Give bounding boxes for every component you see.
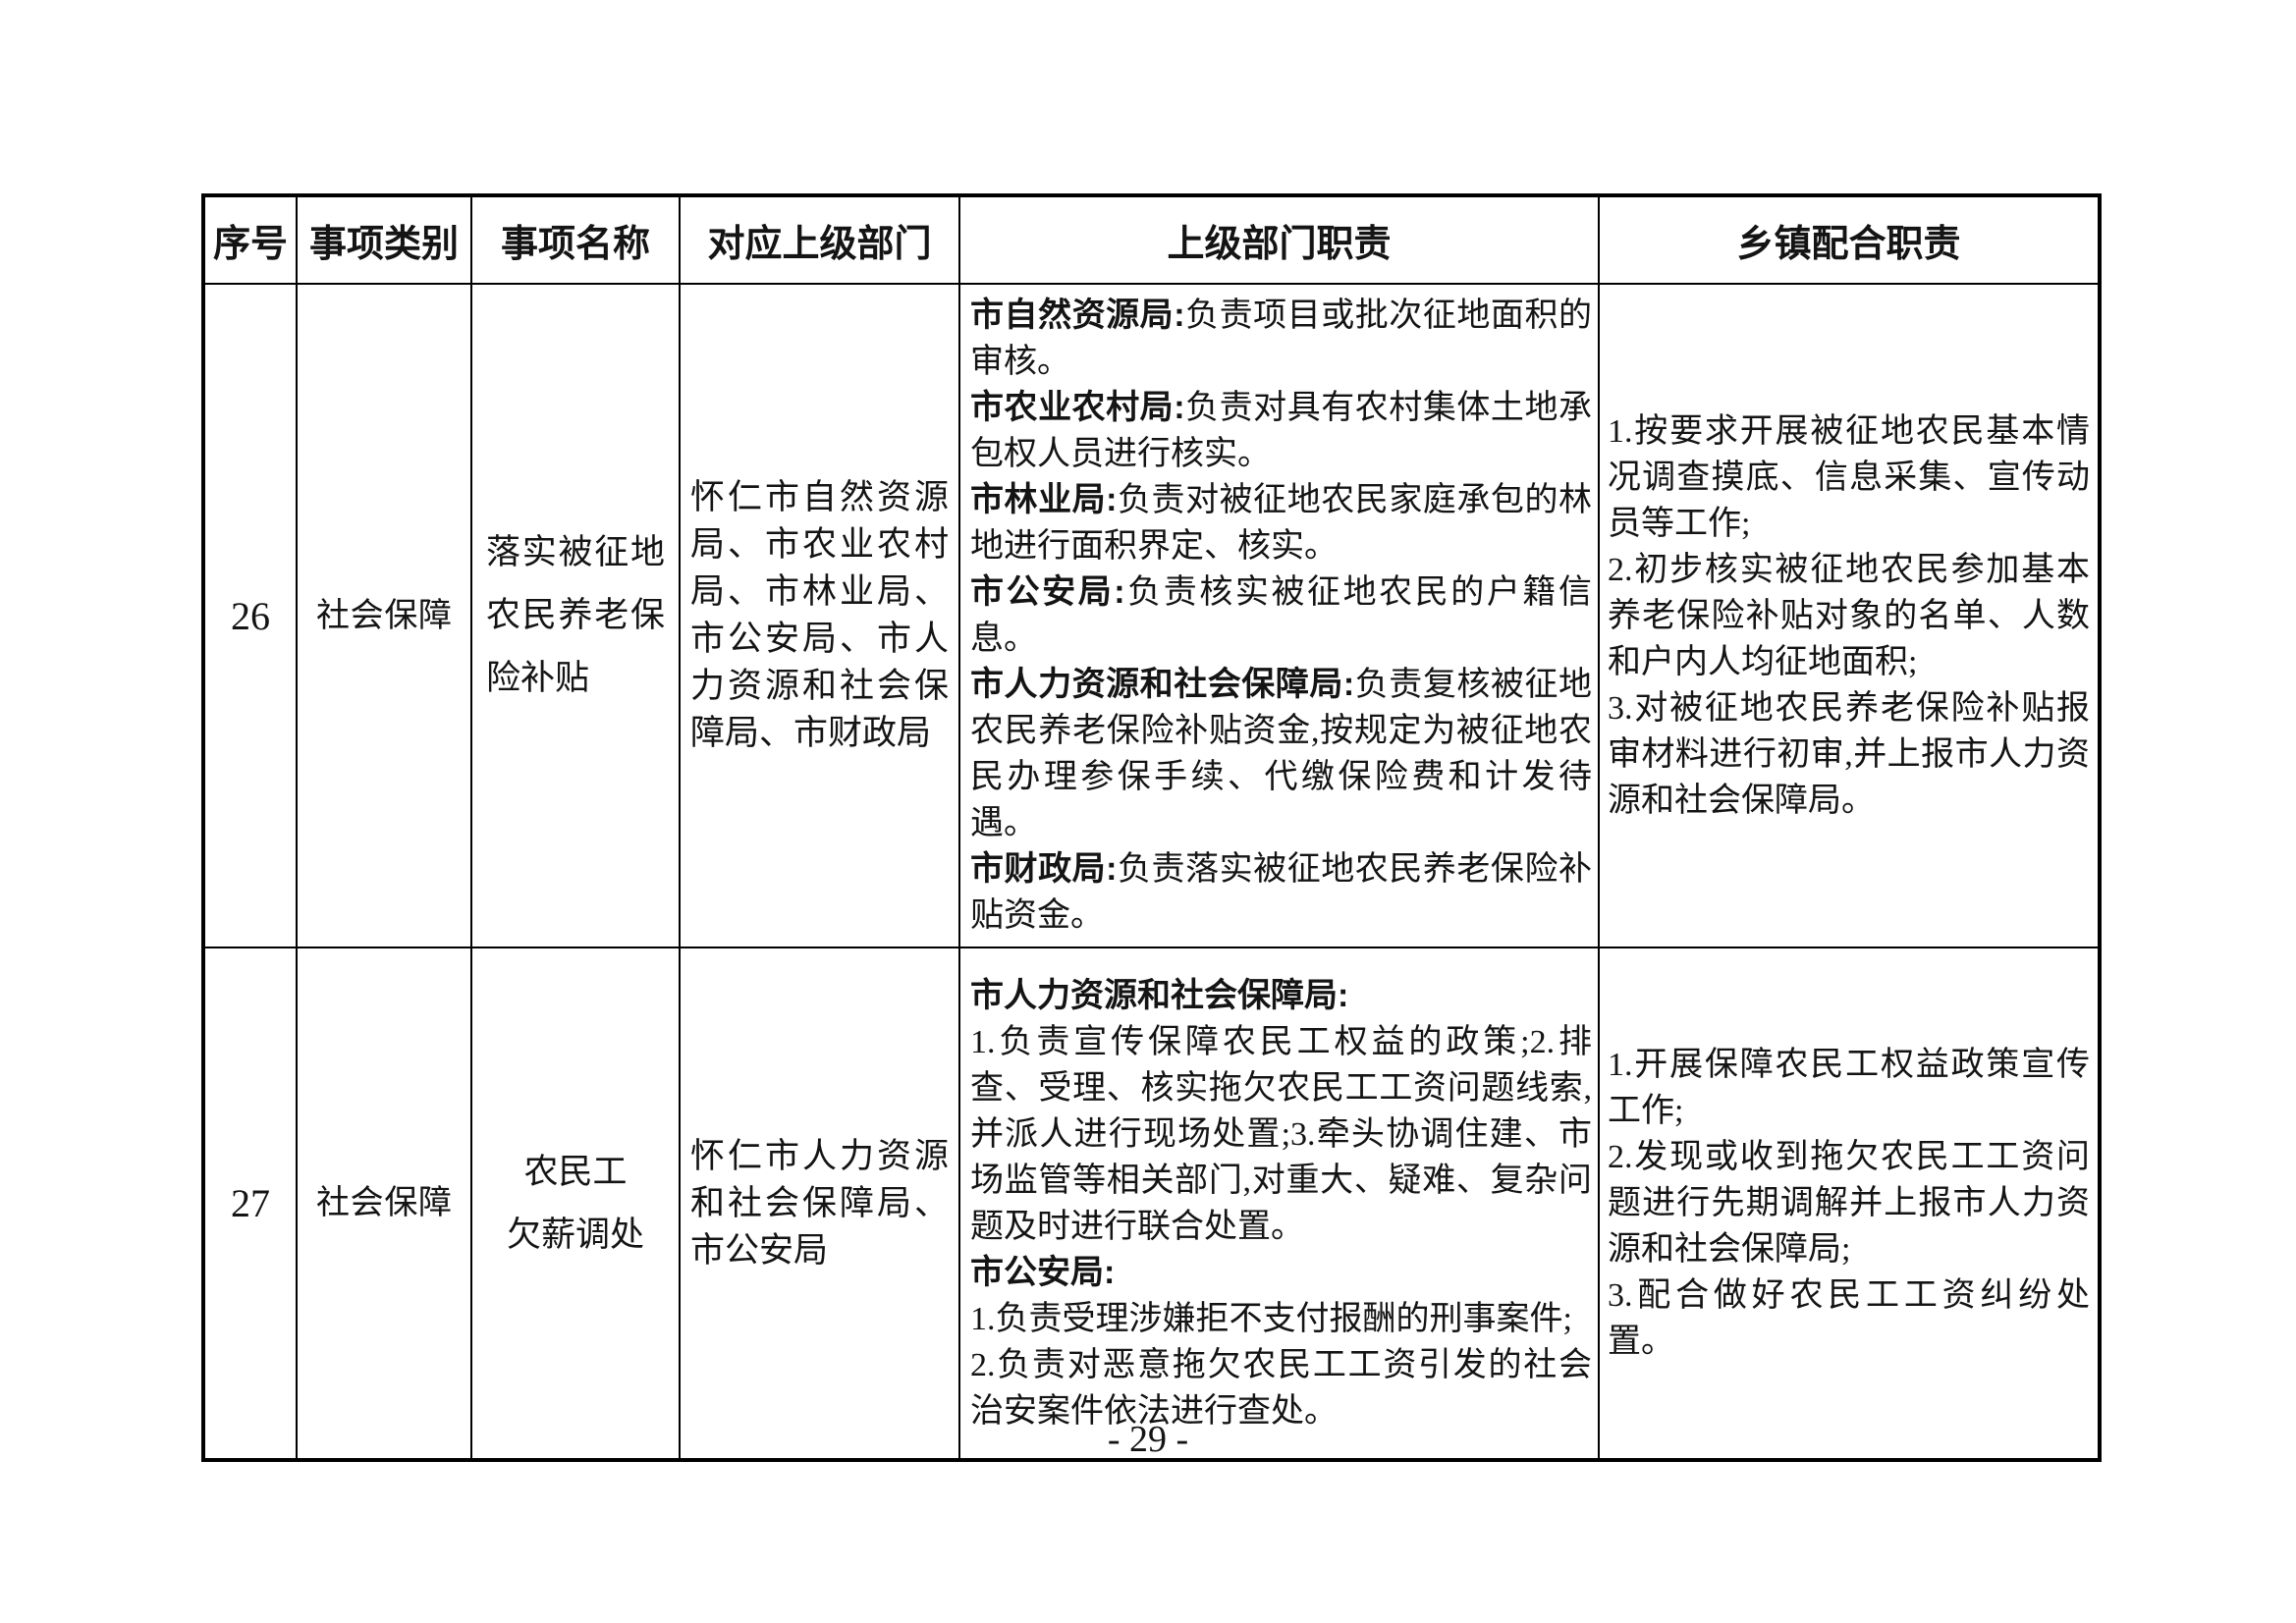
duty-item: 市人力资源和社会保障局:负责复核被征地农民养老保险补贴资金,按规定为被征地农民办… [970,666,1592,841]
duty-dept-label: 市自然资源局: [970,297,1185,334]
township-item: 2.发现或收到拖欠农民工工资问题进行先期调解并上报市人力资源和社会保障局; [1608,1139,2090,1268]
header-item-name: 事项名称 [470,194,681,285]
cell-row26-superior-duties: 市自然资源局:负责项目或批次征地面积的审核。 市农业农村局:负责对具有农村集体土… [958,283,1600,948]
duty-item: 市自然资源局:负责项目或批次征地面积的审核。 [970,297,1592,380]
item-name-text: 欠薪调处 [506,1215,644,1254]
duty-dept-heading: 市公安局: [970,1253,1116,1291]
table-header-row: 序号 事项类别 事项名称 对应上级部门 上级部门职责 乡镇配合职责 [202,194,2101,285]
duty-item: 2.负责对恶意拖欠农民工工资引发的社会治安案件依法进行查处。 [970,1346,1592,1430]
page-number: - 29 - [1107,1419,1189,1460]
duty-dept-heading: 市人力资源和社会保障局: [970,976,1349,1014]
header-township-duties: 乡镇配合职责 [1598,194,2101,285]
item-name-text: 落实被征地农民养老保险补贴 [486,533,665,697]
responsibility-matrix-table: 序号 事项类别 事项名称 对应上级部门 上级部门职责 乡镇配合职责 26 社会保… [201,193,2102,1462]
township-item: 2.初步核实被征地农民参加基本养老保险补贴对象的名单、人数和户内人均征地面积; [1608,551,2090,680]
header-superior-department: 对应上级部门 [679,194,960,285]
township-item: 3.配合做好农民工工资纠纷处置。 [1608,1277,2090,1360]
table-row-26: 26 社会保障 落实被征地农民养老保险补贴 怀仁市自然资源局、市农业农村局、市林… [202,283,2101,948]
township-item: 3.对被征地农民养老保险补贴报审材料进行初审,并上报市人力资源和社会保障局。 [1608,689,2090,819]
cell-row27-departments: 怀仁市人力资源和社会保障局、市公安局 [679,947,960,1461]
cell-row26-township-duties: 1.按要求开展被征地农民基本情况调查摸底、信息采集、宣传动员等工作; 2.初步核… [1598,283,2101,948]
header-item-category: 事项类别 [296,194,472,285]
cell-row27-township-duties: 1.开展保障农民工权益政策宣传工作; 2.发现或收到拖欠农民工工资问题进行先期调… [1598,947,2101,1461]
township-item: 1.开展保障农民工权益政策宣传工作; [1608,1047,2090,1129]
duty-item: 1.负责宣传保障农民工权益的政策;2.排查、受理、核实拖欠农民工工资问题线索,并… [970,1023,1592,1245]
table-row-27: 27 社会保障 农民工 欠薪调处 怀仁市人力资源和社会保障局、市公安局 市人力资… [202,947,2101,1461]
cell-row27-serial: 27 [202,947,298,1461]
departments-text: 怀仁市人力资源和社会保障局、市公安局 [690,1136,949,1270]
category-text: 社会保障 [316,1185,452,1221]
duty-item: 市财政局:负责落实被征地农民养老保险补贴资金。 [970,850,1593,934]
township-item: 1.按要求开展被征地农民基本情况调查摸底、信息采集、宣传动员等工作; [1608,412,2090,542]
duty-dept-label: 市林业局: [970,481,1118,518]
category-text: 社会保障 [316,597,452,634]
duty-dept-label: 市农业农村局: [970,389,1185,426]
item-name-text: 农民工 [523,1152,628,1191]
duty-dept-label: 市人力资源和社会保障局: [970,666,1355,703]
cell-row26-serial: 26 [202,283,298,948]
cell-row26-item-name: 落实被征地农民养老保险补贴 [470,283,681,948]
cell-row26-category: 社会保障 [296,283,472,948]
cell-row27-category: 社会保障 [296,947,472,1461]
cell-row26-departments: 怀仁市自然资源局、市农业农村局、市林业局、市公安局、市人力资源和社会保障局、市财… [679,283,960,948]
duty-item: 1.负责受理涉嫌拒不支付报酬的刑事案件; [970,1300,1572,1337]
header-serial-number: 序号 [202,194,298,285]
departments-text: 怀仁市自然资源局、市农业农村局、市林业局、市公安局、市人力资源和社会保障局、市财… [690,478,949,752]
header-superior-duties: 上级部门职责 [958,194,1600,285]
duty-item: 市公安局:负责核实被征地农民的户籍信息。 [970,573,1593,657]
duty-dept-label: 市公安局: [970,573,1125,611]
duty-dept-label: 市财政局: [970,850,1118,888]
cell-row27-item-name: 农民工 欠薪调处 [470,947,681,1461]
duty-item: 市农业农村局:负责对具有农村集体土地承包权人员进行核实。 [970,389,1592,472]
duty-item: 市林业局:负责对被征地农民家庭承包的林地进行面积界定、核实。 [970,481,1593,565]
cell-row27-superior-duties: 市人力资源和社会保障局: 1.负责宣传保障农民工权益的政策;2.排查、受理、核实… [958,947,1600,1461]
